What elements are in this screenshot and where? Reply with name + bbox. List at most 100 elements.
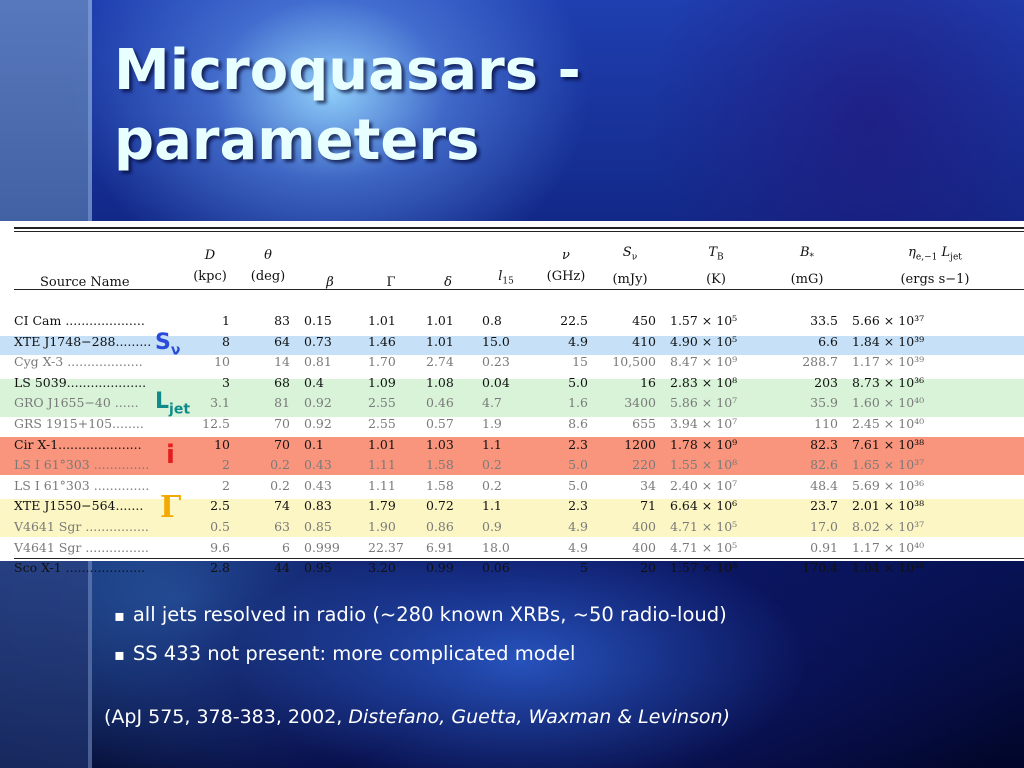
table-cell: 0.06 — [482, 560, 510, 576]
table-cell: 0.2 — [482, 457, 502, 473]
table-cell: 8.6 — [568, 415, 588, 431]
table-cell: 44 — [274, 560, 290, 576]
table-cell: 81 — [274, 395, 290, 411]
table-cell: 170.4 — [802, 560, 838, 576]
table-cell: 70 — [274, 436, 290, 452]
table-cell: 6.91 — [426, 539, 454, 555]
table-cell: 5.0 — [568, 477, 588, 493]
table-cell: 2.83 × 10⁸ — [670, 374, 738, 390]
table-row: LS 5039.................... 3 68 0.4 1.09 1.0… — [0, 373, 1024, 394]
table-cell: 3.20 — [368, 560, 396, 576]
table-cell: 2.40 × 10⁷ — [670, 477, 738, 493]
table-cell: 70 — [274, 415, 290, 431]
table-cell: 20 — [640, 560, 656, 576]
table-cell: 0.2 — [482, 477, 502, 493]
table-cell: 63 — [274, 518, 290, 534]
table-cell: 1.09 — [368, 374, 396, 390]
table-row: LS I 61°303 .............. 2 0.2 0.43 1.11 1.… — [0, 476, 1024, 497]
table-row: CI Cam .................... 1 83 0.15 1.01 1.… — [0, 311, 1024, 332]
table-cell: 23.7 — [810, 498, 838, 514]
table-cell: 0.23 — [482, 354, 510, 370]
table-body: CI Cam .................... 1 83 0.15 1.01 1.… — [0, 311, 1024, 579]
table-cell: 655 — [632, 415, 656, 431]
citation-prefix: (ApJ 575, 378-383, 2002, — [104, 706, 349, 728]
table-cell: 0.81 — [304, 354, 332, 370]
col-header-delta: δ — [444, 275, 452, 290]
table-cell: 17.0 — [810, 518, 838, 534]
table-cell: 3400 — [624, 395, 656, 411]
table-row: XTE J1550−564....... 2.5 74 0.83 1.79 0.72 1.1… — [0, 496, 1024, 517]
table-cell: 1.1 — [482, 498, 502, 514]
table-cell: 5.86 × 10⁷ — [670, 395, 738, 411]
col-header-beta: β — [326, 275, 334, 290]
table-cell: 2 — [222, 477, 230, 493]
bullet-list: all jets resolved in radio (~280 known X… — [114, 596, 727, 674]
table-cell: 1.1 — [482, 436, 502, 452]
slide-title: Microquasars - parameters — [114, 36, 994, 176]
table-cell: 0.91 — [810, 539, 838, 555]
source-name-cell: GRS 1915+105........ — [14, 415, 144, 431]
table-cell: 1.04 × 10³⁸ — [852, 560, 925, 576]
table-cell: 10 — [214, 354, 230, 370]
table-cell: 0.1 — [304, 436, 324, 452]
table-cell: 2.5 — [210, 498, 230, 514]
table-cell: 1.55 × 10⁸ — [670, 457, 738, 473]
col-header-bstar: B* (mG) — [790, 245, 824, 287]
table-cell: 16 — [640, 374, 656, 390]
table-cell: 6 — [282, 539, 290, 555]
table-row: Cir X-1..................... 10 70 0.1 1.01 1… — [0, 435, 1024, 456]
table-cell: 1.17 × 10⁴⁰ — [852, 539, 925, 555]
table-cell: 3 — [222, 374, 230, 390]
highlight-band-s-nu — [0, 336, 1024, 355]
table-cell: 0.86 — [426, 518, 454, 534]
table-cell: 1.57 × 10⁵ — [670, 313, 738, 328]
table-row: XTE J1748−288......... 8 64 0.73 1.46 1.01 15.… — [0, 332, 1024, 353]
table-cell: 10 — [214, 436, 230, 452]
source-name-cell: LS I 61°303 .............. — [14, 457, 150, 473]
table-cell: 4.9 — [568, 333, 588, 349]
table-cell: 1.79 — [368, 498, 396, 514]
table-cell: 0.15 — [304, 313, 332, 328]
table-cell: 3.94 × 10⁷ — [670, 415, 738, 431]
table-cell: 1.08 — [426, 374, 454, 390]
title-line-2: parameters — [114, 108, 480, 173]
table-cell: 33.5 — [810, 313, 838, 328]
table-cell: 1.90 — [368, 518, 396, 534]
annotation-l-jet: Ljet — [155, 389, 191, 418]
source-name-cell: XTE J1748−288......... — [14, 333, 152, 349]
citation-authors: Distefano, Guetta, Waxman & Levinson) — [348, 706, 731, 728]
table-cell: 1.84 × 10³⁹ — [852, 333, 925, 349]
source-name-cell: XTE J1550−564....... — [14, 498, 144, 514]
table-cell: 2.3 — [568, 436, 588, 452]
table-row: V4641 Sgr ................ 9.6 6 0.999 22.37… — [0, 538, 1024, 559]
table-cell: 2.8 — [210, 560, 230, 576]
table-header-rule — [14, 289, 1024, 290]
table-cell: 450 — [632, 313, 656, 328]
table-cell: 1.78 × 10⁹ — [670, 436, 738, 452]
bullet-item: all jets resolved in radio (~280 known X… — [114, 596, 727, 635]
table-cell: 1.6 — [568, 395, 588, 411]
table-cell: 0.2 — [270, 477, 290, 493]
table-cell: 5.66 × 10³⁷ — [852, 313, 925, 328]
table-cell: 5.69 × 10³⁶ — [852, 477, 925, 493]
table-bottom-rule — [14, 558, 1024, 559]
highlight-band-gamma — [0, 499, 1024, 537]
table-cell: 48.4 — [810, 477, 838, 493]
table-cell: 400 — [632, 518, 656, 534]
table-cell: 1.01 — [368, 436, 396, 452]
table-cell: 0.57 — [426, 415, 454, 431]
highlight-band-l-jet — [0, 379, 1024, 417]
col-header-l15: l15 — [498, 269, 514, 287]
table-cell: 203 — [814, 374, 838, 390]
source-name-cell: V4641 Sgr ................ — [14, 539, 149, 555]
table-row: Cyg X-3 ................... 10 14 0.81 1.70 2… — [0, 352, 1024, 373]
table-row: GRO J1655−40 ...... 3.1 81 0.92 2.55 0.46 4.7 1… — [0, 393, 1024, 414]
col-header-tb: TB (K) — [706, 245, 726, 287]
table-cell: 0.4 — [304, 374, 324, 390]
table-cell: 83 — [274, 313, 290, 328]
table-cell: 0.72 — [426, 498, 454, 514]
table-cell: 12.5 — [202, 415, 230, 431]
table-cell: 0.43 — [304, 457, 332, 473]
bullet-item: SS 433 not present: more complicated mod… — [114, 635, 727, 674]
table-cell: 68 — [274, 374, 290, 390]
